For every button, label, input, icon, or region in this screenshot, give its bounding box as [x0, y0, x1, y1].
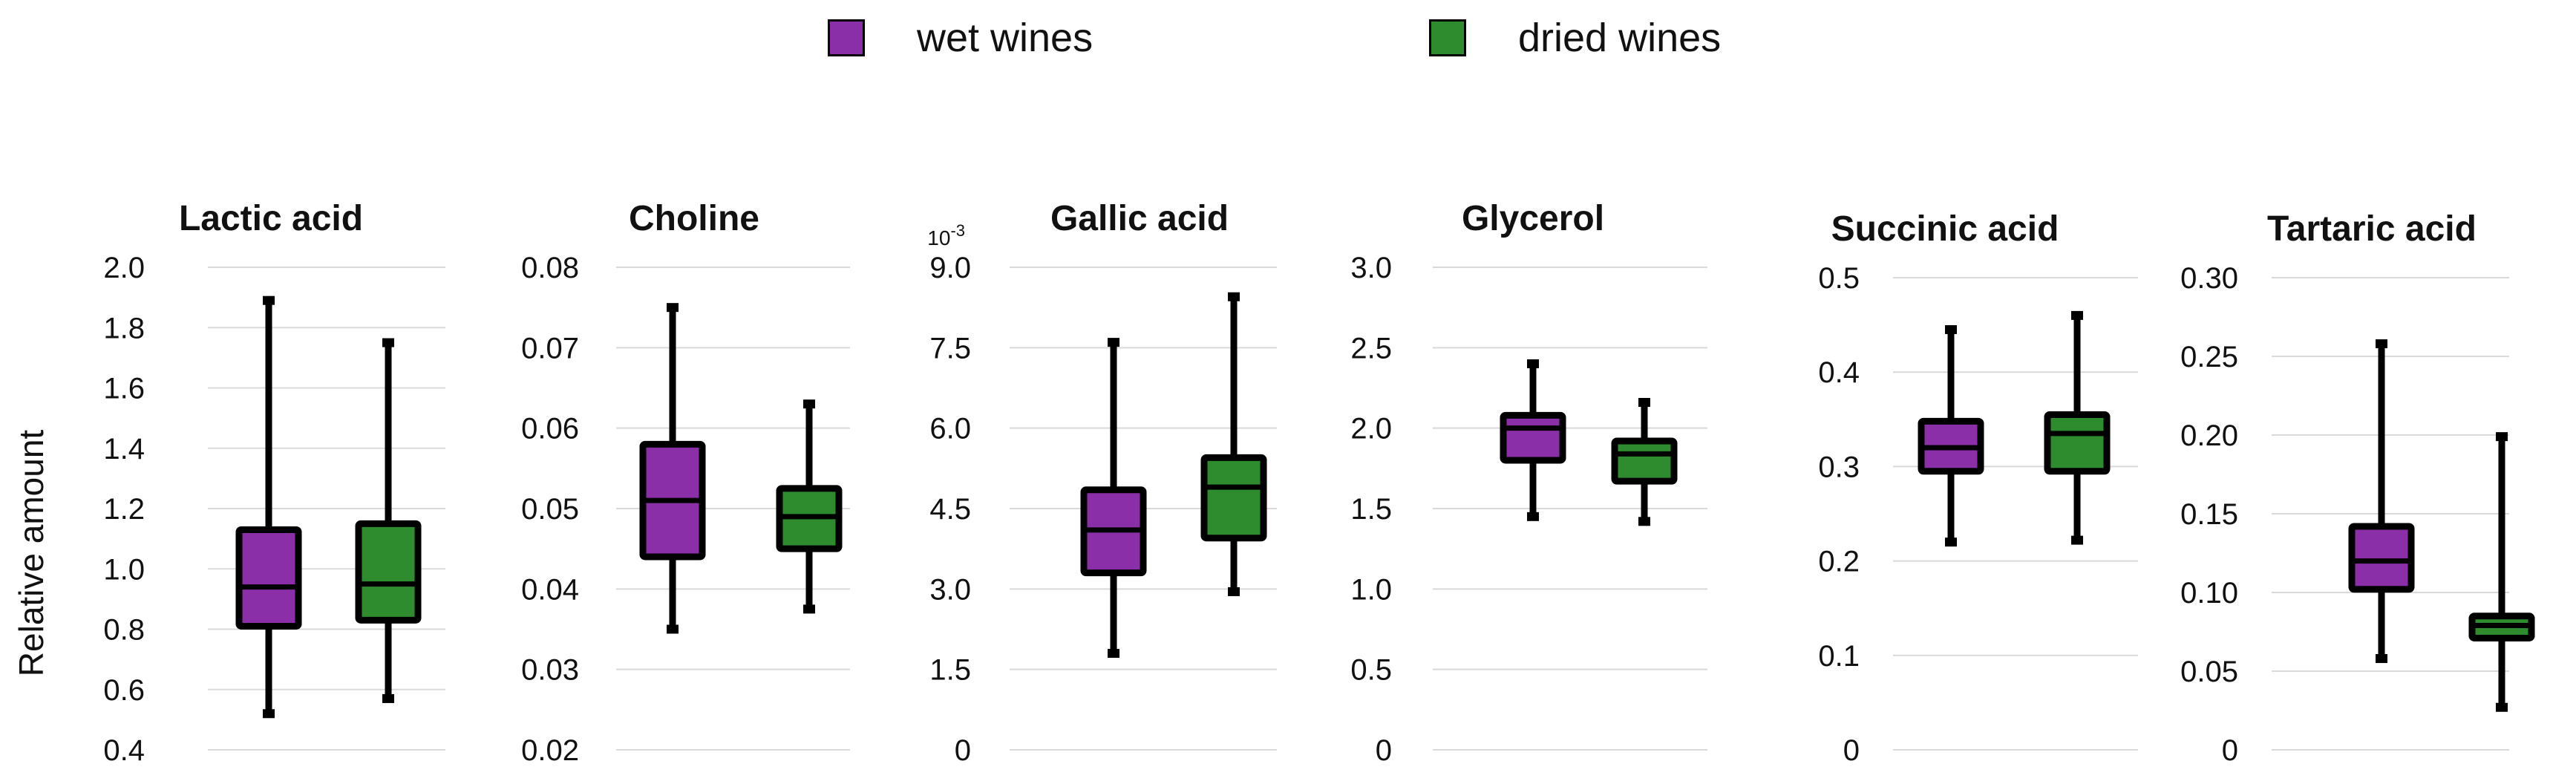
- legend-item-wet: wet wines: [828, 15, 1093, 61]
- tartaric-acid-tick-label: 0: [2222, 734, 2238, 767]
- choline-wet-min-cap: [667, 624, 679, 634]
- lactic-acid-tick-label: 1.6: [103, 373, 145, 405]
- lactic-acid-wet-min-cap: [263, 709, 275, 719]
- tartaric-acid-wet-box: [2348, 523, 2415, 593]
- choline-tick-label: 0.04: [521, 573, 579, 606]
- glycerol-tick-label: 1.0: [1350, 573, 1392, 606]
- gallic-acid-exponent-label: 10-3: [927, 221, 965, 249]
- succinic-acid-tick-label: 0.2: [1818, 546, 1860, 578]
- glycerol-wet-max-cap: [1527, 359, 1539, 368]
- glycerol-dried-max-cap: [1638, 398, 1650, 407]
- gallic-acid-dried-box: [1200, 454, 1267, 542]
- lactic-acid-tick-label: 1.2: [103, 493, 145, 526]
- lactic-acid-tick-label: 0.4: [103, 734, 145, 767]
- gallic-acid-tick-label: 0: [955, 734, 971, 767]
- succinic-acid-dried-min-cap: [2071, 535, 2083, 545]
- succinic-acid-title: Succinic acid: [1831, 209, 2059, 249]
- gallic-acid-tick-label: 4.5: [929, 493, 971, 526]
- glycerol-title: Glycerol: [1462, 199, 1604, 238]
- gallic-acid-tick-label: 9.0: [929, 252, 971, 284]
- gallic-acid-dried-min-cap: [1228, 587, 1240, 596]
- succinic-acid-dried-max-cap: [2071, 310, 2083, 320]
- succinic-acid-tick-label: 0.3: [1818, 451, 1860, 483]
- choline-wet-max-cap: [667, 303, 679, 313]
- lactic-acid-dried-max-cap: [382, 338, 394, 347]
- choline-dried-max-cap: [803, 399, 815, 409]
- gallic-acid-title: Gallic acid: [1050, 199, 1229, 238]
- glycerol-tick-label: 3.0: [1350, 252, 1392, 284]
- gallic-acid-tick-label: 1.5: [929, 654, 971, 687]
- gallic-acid-tick-label: 7.5: [929, 332, 971, 365]
- succinic-acid-tick-label: 0: [1843, 734, 1860, 767]
- lactic-acid-title: Lactic acid: [179, 199, 363, 238]
- lactic-acid-dried-box: [355, 520, 422, 624]
- succinic-acid-tick-label: 0.1: [1818, 640, 1860, 673]
- gallic-acid-tick-label: 6.0: [929, 413, 971, 445]
- lactic-acid-wet-box: [235, 526, 302, 630]
- legend-label-dried: dried wines: [1518, 16, 1722, 60]
- succinic-acid-tick-label: 0.4: [1818, 356, 1860, 389]
- legend: wet wines dried wines: [0, 0, 2576, 82]
- glycerol-wet-min-cap: [1527, 512, 1539, 521]
- tartaric-acid-dried-max-cap: [2496, 432, 2508, 442]
- legend-swatch-wet: [828, 19, 865, 56]
- choline-tick-label: 0.06: [521, 413, 579, 445]
- tartaric-acid-tick-label: 0.15: [2180, 498, 2238, 531]
- glycerol-dried-min-cap: [1638, 517, 1650, 526]
- tartaric-acid-tick-label: 0.30: [2180, 262, 2238, 295]
- lactic-acid-tick-label: 1.0: [103, 553, 145, 586]
- gallic-acid-dried-max-cap: [1228, 292, 1240, 301]
- glycerol-wet-box: [1500, 411, 1566, 464]
- tartaric-acid-tick-label: 0.10: [2180, 577, 2238, 610]
- tartaric-acid-tick-label: 0.05: [2180, 656, 2238, 688]
- lactic-acid-tick-label: 0.6: [103, 674, 145, 707]
- tartaric-acid-tick-label: 0.20: [2180, 419, 2238, 452]
- choline-tick-label: 0.07: [521, 332, 579, 365]
- lactic-acid-tick-label: 2.0: [103, 252, 145, 284]
- legend-item-dried: dried wines: [1429, 15, 1721, 61]
- lactic-acid-tick-label: 1.4: [103, 433, 145, 466]
- tartaric-acid-tick-label: 0.25: [2180, 341, 2238, 373]
- glycerol-tick-label: 1.5: [1350, 493, 1392, 526]
- glycerol-tick-label: 0: [1376, 734, 1392, 767]
- tartaric-acid-title: Tartaric acid: [2267, 209, 2477, 249]
- choline-tick-label: 0.08: [521, 252, 579, 284]
- gallic-acid-wet-max-cap: [1108, 338, 1119, 347]
- glycerol-dried-box: [1611, 437, 1678, 485]
- lactic-acid-wet-max-cap: [263, 295, 275, 305]
- succinic-acid-wet-max-cap: [1945, 324, 1957, 334]
- choline-dried-min-cap: [803, 604, 815, 614]
- succinic-acid-tick-label: 0.5: [1818, 262, 1860, 295]
- glycerol-tick-label: 2.0: [1350, 413, 1392, 445]
- choline-tick-label: 0.02: [521, 734, 579, 767]
- succinic-acid-dried-box: [2044, 411, 2111, 475]
- gallic-acid-tick-label: 3.0: [929, 573, 971, 606]
- succinic-acid-wet-min-cap: [1945, 538, 1957, 547]
- gallic-acid-wet-min-cap: [1108, 649, 1119, 658]
- lactic-acid-tick-label: 0.8: [103, 614, 145, 647]
- tartaric-acid-wet-min-cap: [2376, 654, 2387, 664]
- legend-label-wet: wet wines: [917, 16, 1094, 60]
- tartaric-acid-wet-max-cap: [2376, 339, 2387, 349]
- choline-title: Choline: [629, 199, 759, 238]
- lactic-acid-dried-min-cap: [382, 693, 394, 703]
- lactic-acid-tick-label: 1.8: [103, 312, 145, 344]
- glycerol-tick-label: 0.5: [1350, 654, 1392, 687]
- choline-tick-label: 0.03: [521, 654, 579, 687]
- tartaric-acid-dried-min-cap: [2496, 702, 2508, 712]
- legend-swatch-dried: [1429, 19, 1466, 56]
- y-axis-label: Relative amount: [12, 430, 50, 677]
- glycerol-tick-label: 2.5: [1350, 332, 1392, 365]
- choline-tick-label: 0.05: [521, 493, 579, 526]
